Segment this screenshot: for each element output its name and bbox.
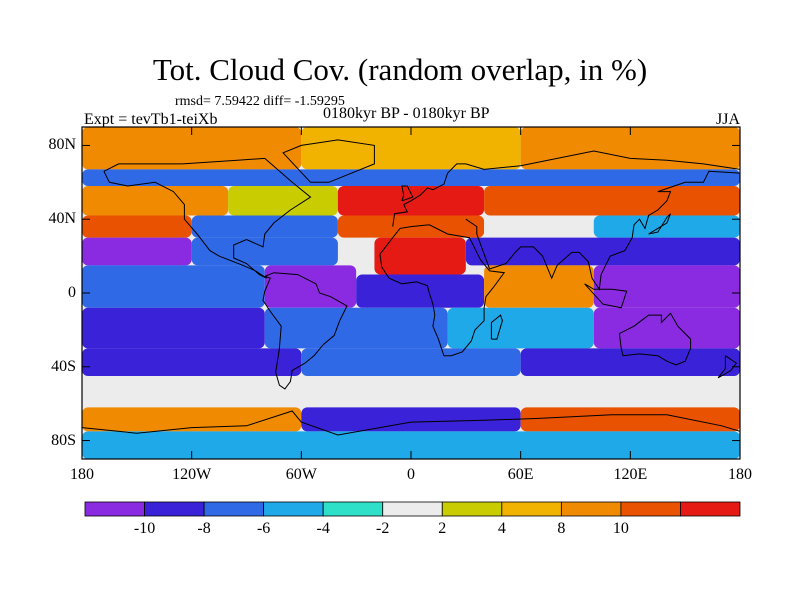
colorbar-label: -4 <box>316 520 330 537</box>
field-region <box>82 186 229 216</box>
lon-label: 120E <box>613 466 648 483</box>
field-region <box>520 348 740 376</box>
colorbar-label: 2 <box>438 520 447 537</box>
lat-label: 80S <box>51 431 76 449</box>
colorbar-box <box>263 501 324 517</box>
coastline <box>282 139 375 183</box>
rmsd-diff-stats: rmsd= 7.59422 diff= -1.59295 <box>175 94 345 109</box>
coastline <box>103 157 312 279</box>
lat-label: 40S <box>51 357 76 375</box>
colorbar-label: -8 <box>197 520 211 537</box>
coastline <box>81 410 741 436</box>
field-region <box>447 307 594 349</box>
lon-label: 60W <box>285 466 317 483</box>
field-region <box>82 127 302 170</box>
field-region <box>228 186 338 216</box>
colorbar-box <box>322 501 384 517</box>
difference-field <box>82 127 740 459</box>
colorbar-box <box>501 501 562 517</box>
colorbar-box <box>620 501 681 517</box>
colorbar <box>84 501 741 517</box>
colorbar-box <box>84 501 145 517</box>
colorbar-box <box>441 501 503 517</box>
field-region <box>484 215 594 238</box>
lat-label: 80N <box>48 136 76 154</box>
coastline <box>392 150 741 227</box>
field-region <box>356 274 485 308</box>
field-region <box>191 237 338 266</box>
field-region <box>301 407 521 432</box>
colorbar-box <box>144 501 205 517</box>
period-label: 0180kyr BP - 0180kyr BP <box>323 105 490 122</box>
coastline <box>401 185 414 202</box>
colorbar-box <box>203 501 265 517</box>
colorbar-box <box>560 501 622 517</box>
season-label: JJA <box>715 111 740 128</box>
coastline <box>262 272 348 390</box>
field-region <box>82 307 265 349</box>
field-region <box>82 376 740 408</box>
field-region <box>82 265 265 308</box>
colorbar-box <box>382 501 443 517</box>
lat-label: 0 <box>68 284 76 301</box>
map-title: Tot. Cloud Cov. (random overlap, in %) <box>152 52 648 87</box>
map-tick-marks <box>81 127 741 459</box>
coastline <box>584 283 628 309</box>
field-region <box>374 237 466 275</box>
field-region <box>301 348 521 376</box>
field-region <box>301 127 521 170</box>
field-region <box>465 237 740 266</box>
colorbar-label: 4 <box>497 520 506 537</box>
lon-label: 120W <box>172 466 212 483</box>
colorbar-label: -6 <box>256 520 271 537</box>
lon-label: 180 <box>728 466 752 483</box>
field-region <box>520 407 740 432</box>
experiment-label: Expt = tevTb1-teiXb <box>84 111 218 128</box>
field-region <box>82 237 192 266</box>
field-region <box>593 215 740 238</box>
coastline <box>379 224 506 357</box>
field-region <box>593 307 740 349</box>
coastline <box>717 355 738 379</box>
coastline <box>618 312 692 366</box>
lon-label: 60E <box>507 466 534 483</box>
colorbar-label: -10 <box>133 520 156 537</box>
field-region <box>520 127 740 170</box>
colorbar-label: -2 <box>376 520 390 537</box>
colorbar-box <box>680 501 741 517</box>
field-region <box>191 215 338 238</box>
lon-label: 180 <box>70 466 94 483</box>
field-region <box>593 265 740 308</box>
lon-label: 0 <box>407 466 415 483</box>
colorbar-label: 8 <box>557 520 566 537</box>
field-region <box>82 348 302 376</box>
field-region <box>82 215 192 238</box>
coastline <box>648 213 671 235</box>
field-region <box>82 169 740 187</box>
field-region <box>264 265 357 308</box>
coastlines <box>81 139 741 436</box>
colorbar-label: 10 <box>612 520 629 537</box>
coastline <box>490 314 503 340</box>
field-region <box>484 265 594 308</box>
field-region <box>264 307 448 349</box>
field-region <box>484 186 740 216</box>
lat-label: 40N <box>48 210 76 228</box>
coastline <box>465 170 741 291</box>
field-region <box>82 431 740 459</box>
